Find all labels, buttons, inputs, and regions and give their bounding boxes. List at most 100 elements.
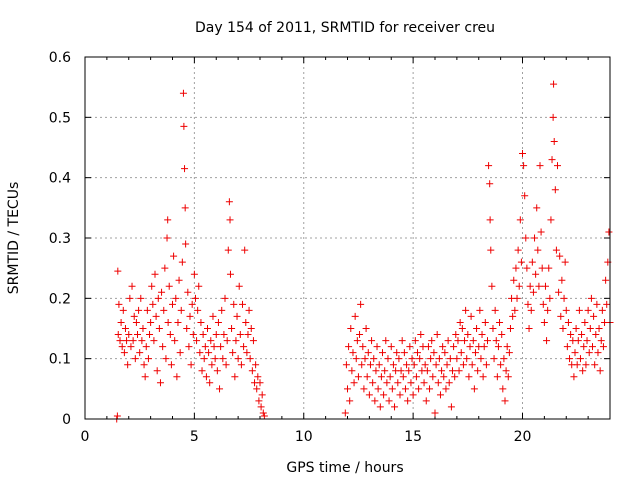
data-point [546,294,554,302]
data-point [424,343,432,351]
data-point [218,306,226,314]
data-point [344,385,351,393]
data-point [595,325,603,332]
data-point [220,331,228,339]
data-point [501,397,509,405]
x-tick-label: 10 [295,429,313,445]
data-point [242,318,250,326]
data-point [162,355,170,363]
data-point [493,373,501,381]
data-point [544,306,552,314]
y-tick-label: 0.2 [49,291,71,307]
data-point [585,349,593,357]
data-point [204,325,211,332]
data-point [550,137,558,145]
data-point [574,337,582,345]
data-point [438,367,446,375]
data-point [357,300,365,308]
data-point [561,258,569,266]
data-point [516,216,524,224]
data-point [490,355,498,363]
data-point [527,306,535,314]
data-point [182,240,190,248]
data-point [491,306,499,314]
data-point [494,343,502,351]
y-axis-title: SRMTID / TECUs [6,182,22,295]
data-point [549,113,557,121]
data-point [165,282,173,290]
data-point [366,361,374,369]
data-point [455,367,463,375]
data-point [246,355,254,363]
y-tick-label: 0.6 [49,50,71,66]
data-point [236,331,244,339]
data-point [426,385,434,393]
chart-title: Day 154 of 2011, SRMTID for receiver cre… [195,20,495,36]
data-point [148,282,156,290]
data-point [395,355,403,363]
data-point [509,312,517,320]
data-point [466,343,474,351]
data-point [532,270,540,278]
data-point [208,361,216,369]
data-point [151,270,159,278]
data-point [212,331,220,339]
data-point [197,318,205,326]
data-point [470,385,478,393]
data-point [531,234,539,242]
y-tick-label: 0 [62,412,71,428]
data-point [237,361,245,369]
data-point [551,186,559,194]
data-point [152,312,160,320]
data-point [446,355,454,363]
data-point [602,276,610,284]
data-point [116,337,124,345]
data-point [347,325,355,332]
data-point [137,294,145,302]
data-point [231,373,239,381]
data-point [430,349,438,357]
data-point [222,361,230,369]
data-point [397,367,405,375]
data-point [260,412,268,420]
data-point [587,294,595,302]
y-tick-label: 0.5 [49,110,71,126]
data-point [557,312,565,320]
y-tick-labels: 0 0.1 0.2 0.3 0.4 0.5 0.6 [49,50,71,428]
y-tick-label: 0.4 [49,171,71,187]
data-point [141,373,149,381]
data-point [195,282,203,290]
data-point [173,373,181,381]
data-point [259,409,267,417]
data-point [584,306,592,314]
data-point [393,349,401,357]
data-point [583,337,591,345]
data-point [510,276,518,284]
data-point [153,367,161,375]
data-point [505,349,513,357]
data-point [485,162,493,170]
data-point [240,343,248,351]
data-point [558,276,566,284]
data-point [529,288,537,296]
data-point [412,373,420,381]
data-point [158,288,166,296]
data-point [496,318,504,326]
data-point [401,385,409,393]
data-point [487,246,495,254]
data-point [599,343,607,351]
x-tick-label: 15 [404,429,422,445]
data-point [385,397,393,405]
data-point [451,373,459,381]
data-point [538,264,546,272]
data-point [374,385,382,393]
data-point [202,373,210,381]
data-point [167,361,175,369]
data-point [160,306,168,314]
data-point [161,264,169,272]
data-point [488,282,496,290]
data-point [163,234,171,242]
data-point [449,367,456,375]
data-point [434,379,442,387]
data-point [256,379,264,387]
